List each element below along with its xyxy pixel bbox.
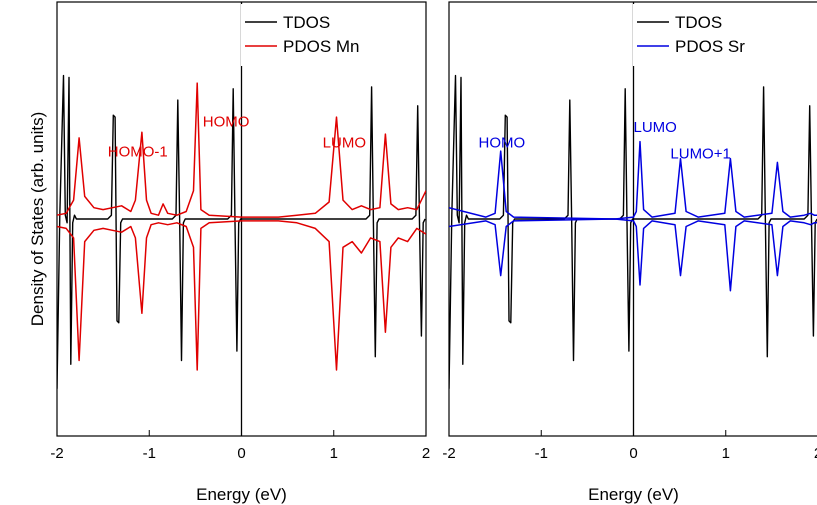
x-tick-label: -2 xyxy=(50,445,63,462)
x-tick-label: 1 xyxy=(722,445,730,462)
series-line-pdos-sr xyxy=(449,140,817,220)
x-tick-label: 2 xyxy=(422,445,430,462)
legend-label: TDOS xyxy=(675,13,722,32)
panel-mn: -2 -1 0 1 2 Energy (eV) HOMO-1 HOMO LUMO TDOS PDOS… xyxy=(50,1,430,504)
legend-background xyxy=(633,4,815,66)
legend: TDOS PDOS Sr xyxy=(633,4,815,66)
x-axis-label: Energy (eV) xyxy=(196,485,287,504)
x-axis-label: Energy (eV) xyxy=(588,485,679,504)
series-line-pdos-sr xyxy=(449,218,817,292)
legend-label: PDOS Mn xyxy=(283,37,360,56)
series-line-pdos-mn xyxy=(57,82,426,218)
annotation-homo: HOMO xyxy=(479,134,526,151)
series-line-tdos xyxy=(449,74,817,389)
annotation-lumo: LUMO xyxy=(634,119,677,136)
panel-sr: -2 -1 0 1 2 Energy (eV) HOMO LUMO LUMO+1 TDOS PDOS… xyxy=(442,1,817,504)
series-line-tdos xyxy=(57,74,426,389)
x-tick-label: -1 xyxy=(143,445,156,462)
legend-label: TDOS xyxy=(283,13,330,32)
series-line-pdos-mn xyxy=(57,220,426,371)
x-tick-label: 0 xyxy=(629,445,637,462)
y-axis-label: Density of States (arb. units) xyxy=(28,112,47,326)
legend-label: PDOS Sr xyxy=(675,37,745,56)
annotation-lumo-1: LUMO+1 xyxy=(670,146,730,163)
series-group xyxy=(57,74,426,389)
x-tick-label: -2 xyxy=(442,445,455,462)
annotation-lumo: LUMO xyxy=(323,134,366,151)
x-tick-label: 1 xyxy=(330,445,338,462)
x-tick-label: 0 xyxy=(237,445,245,462)
series-group xyxy=(449,74,817,389)
annotation-homo-1: HOMO-1 xyxy=(108,144,168,161)
legend: TDOS PDOS Mn xyxy=(241,4,423,66)
legend-background xyxy=(241,4,423,66)
x-tick-label: 2 xyxy=(814,445,817,462)
annotation-homo: HOMO xyxy=(203,114,250,131)
x-tick-label: -1 xyxy=(535,445,548,462)
